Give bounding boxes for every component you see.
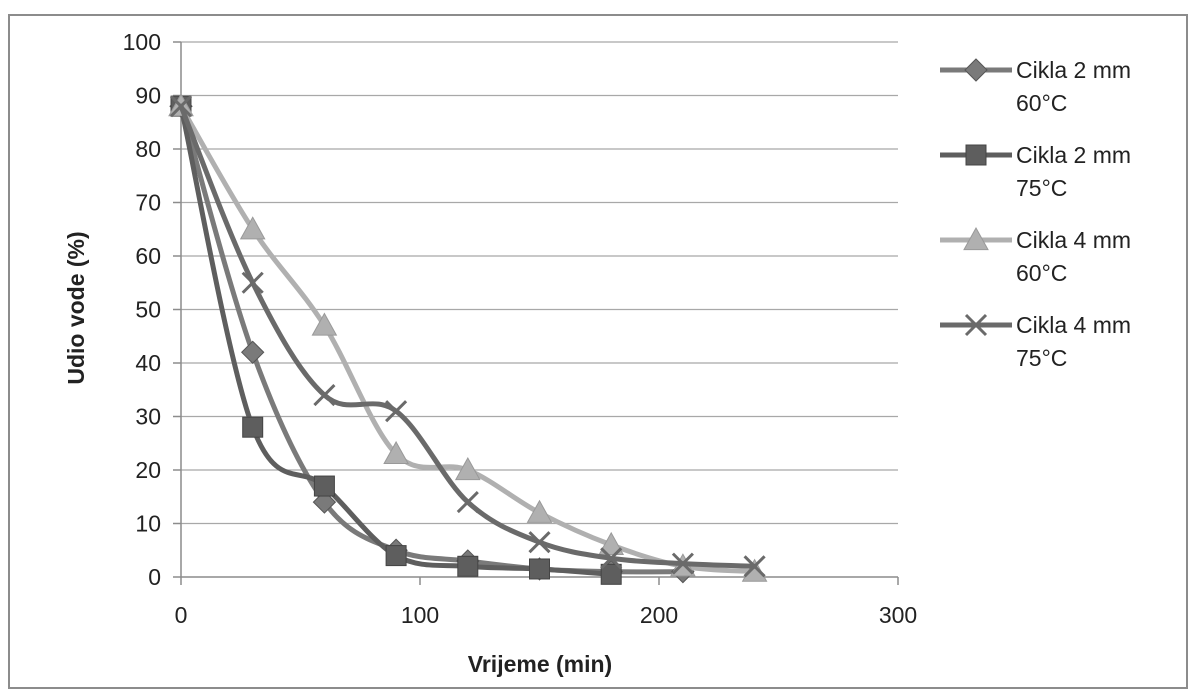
x-tick-label: 0 — [175, 602, 188, 628]
data-point — [454, 456, 481, 481]
legend: Cikla 2 mm 60°C Cikla 2 mm 75°C Cikla 4 mm 60… — [940, 57, 1131, 371]
data-point — [385, 400, 408, 423]
x-marker-stroke — [600, 547, 623, 570]
legend-label-line: 75°C — [1016, 345, 1067, 371]
data-point — [240, 340, 265, 365]
data-point — [385, 545, 407, 567]
x-marker-stroke — [313, 384, 336, 407]
y-tick-label: 70 — [135, 190, 161, 216]
data-point — [598, 531, 625, 555]
data-point — [239, 216, 266, 240]
x-axis-title: Vrijeme (min) — [468, 651, 612, 677]
legend-label-line: Cikla 2 mm — [1016, 57, 1131, 83]
axes — [173, 41, 899, 585]
data-point — [313, 475, 335, 497]
legend-label: Cikla 4 mm 75°C — [1016, 312, 1131, 371]
legend-label-line: Cikla 4 mm — [1016, 312, 1131, 338]
data-point — [241, 271, 264, 294]
x-marker-stroke — [528, 531, 551, 554]
series-4 — [169, 95, 766, 578]
legend-marker — [965, 144, 987, 166]
y-tick-label: 20 — [135, 457, 161, 483]
gridlines — [181, 41, 898, 525]
data-point — [456, 491, 479, 514]
data-point — [457, 555, 479, 577]
y-tick-label: 90 — [135, 83, 161, 109]
x-marker-stroke — [671, 552, 694, 575]
legend-label: Cikla 2 mm 60°C — [1016, 57, 1131, 116]
x-tick-label: 300 — [879, 602, 917, 628]
legend-label-line: 60°C — [1016, 260, 1067, 286]
data-point — [600, 563, 622, 585]
legend-marker — [964, 313, 988, 337]
x-tick-label: 100 — [401, 602, 439, 628]
data-point — [242, 416, 264, 438]
y-tick-label: 100 — [123, 29, 161, 55]
y-tick-labels: 0 10 20 30 40 50 60 70 80 90 100 — [123, 29, 161, 590]
series-line — [178, 103, 686, 575]
x-marker-stroke — [169, 95, 193, 118]
x-marker-stroke — [385, 400, 408, 423]
series-3 — [168, 93, 768, 582]
data-point — [311, 312, 338, 336]
x-marker-stroke — [241, 271, 264, 294]
data-point — [600, 547, 623, 570]
y-axis-title: Udio vode (%) — [63, 231, 89, 384]
legend-label-line: 75°C — [1016, 175, 1067, 201]
data-point — [526, 499, 553, 523]
legend-label-line: Cikla 4 mm — [1016, 227, 1131, 253]
data-point — [313, 384, 336, 407]
series-1 — [169, 94, 695, 584]
series-2 — [170, 95, 622, 585]
data-point — [529, 558, 550, 580]
legend-marker — [964, 58, 988, 82]
series-line — [178, 103, 758, 569]
data-point — [528, 531, 551, 554]
legend-entry-3: Cikla 4 mm 60°C — [940, 226, 1131, 286]
legend-label-line: Cikla 2 mm — [1016, 142, 1131, 168]
legend-label-line: 60°C — [1016, 90, 1067, 116]
data-point — [743, 555, 766, 578]
y-tick-label: 50 — [135, 297, 161, 323]
legend-entry-1: Cikla 2 mm 60°C — [940, 57, 1131, 116]
x-tick-label: 200 — [640, 602, 678, 628]
legend-entry-2: Cikla 2 mm 75°C — [940, 142, 1131, 201]
y-tick-label: 80 — [135, 136, 161, 162]
y-tick-label: 40 — [135, 350, 161, 376]
legend-entry-4: Cikla 4 mm 75°C — [940, 312, 1131, 371]
x-marker-stroke — [456, 491, 479, 514]
legend-label: Cikla 2 mm 75°C — [1016, 142, 1131, 201]
y-tick-label: 10 — [135, 511, 161, 537]
x-marker-stroke — [964, 313, 988, 337]
x-tick-labels: 0 100 200 300 — [175, 602, 918, 628]
series-group — [168, 93, 768, 585]
data-point — [671, 552, 694, 575]
data-point — [312, 490, 337, 514]
y-tick-label: 0 — [148, 564, 161, 590]
x-marker-stroke — [743, 555, 766, 578]
y-tick-label: 60 — [135, 243, 161, 269]
y-tick-label: 30 — [135, 404, 161, 430]
legend-marker — [963, 226, 989, 251]
data-point — [383, 440, 409, 465]
legend-label: Cikla 4 mm 60°C — [1016, 227, 1131, 286]
series-line — [178, 103, 614, 577]
data-point — [169, 95, 193, 118]
